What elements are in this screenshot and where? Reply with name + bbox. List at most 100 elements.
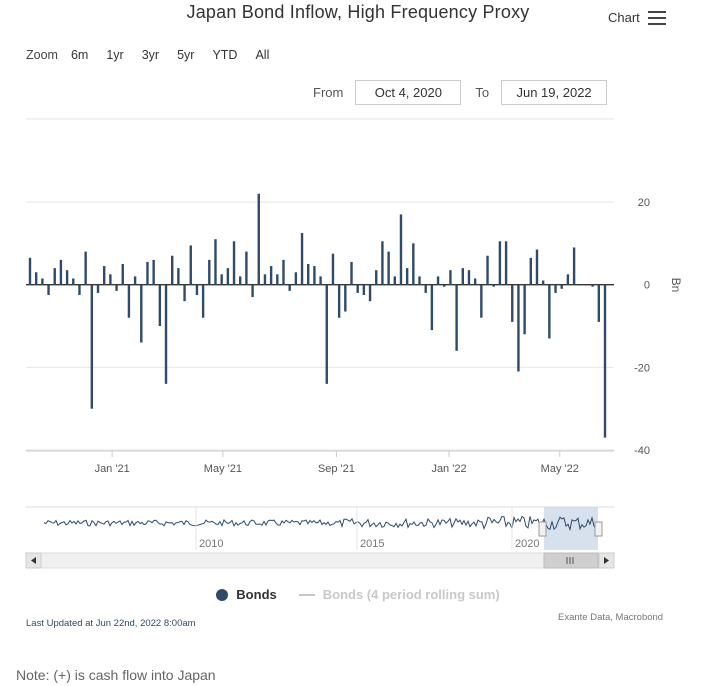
bar	[337, 284, 341, 318]
legend-dot-icon	[216, 588, 229, 601]
bar	[220, 274, 223, 285]
bar	[393, 276, 396, 285]
bar	[492, 284, 495, 287]
bar	[171, 255, 174, 285]
legend-item-rolling-sum[interactable]: Bonds (4 period rolling sum)	[298, 587, 500, 602]
bar	[362, 284, 366, 295]
bar	[554, 284, 557, 293]
bar	[307, 264, 310, 285]
to-date-input[interactable]	[501, 80, 608, 105]
navigator[interactable]: 2010 2015 2020	[0, 505, 716, 573]
bar	[257, 193, 260, 285]
bar	[449, 270, 452, 285]
bar	[541, 280, 545, 285]
bar	[356, 284, 359, 293]
bar	[53, 268, 56, 285]
bar	[430, 284, 434, 331]
bar	[375, 270, 378, 285]
bar	[189, 245, 192, 285]
zoom-ytd-button[interactable]: YTD	[212, 48, 238, 62]
source-credit: Exante Data, Macrobond	[558, 612, 664, 623]
legend-line-icon	[298, 593, 315, 596]
bar	[47, 284, 50, 295]
navigator-left-handle[interactable]	[538, 521, 547, 537]
y-tick-label: -20	[634, 362, 650, 374]
bar	[529, 257, 533, 285]
bar	[146, 261, 149, 285]
navigator-tick-label: 2010	[199, 538, 223, 550]
arrow-left-icon	[31, 557, 36, 564]
bar	[214, 239, 217, 285]
chart-menu-label: Chart	[608, 10, 640, 25]
bar	[511, 284, 514, 322]
y-tick-label: 20	[638, 197, 650, 209]
bar	[368, 284, 372, 302]
x-tick-label: Jan '22	[431, 463, 466, 475]
bar	[399, 214, 403, 285]
bar	[121, 264, 124, 285]
legend-item-bonds[interactable]: Bonds	[216, 587, 277, 602]
bar	[418, 276, 421, 285]
y-axis-title: Bn	[669, 278, 683, 293]
bar	[65, 270, 69, 285]
bar	[41, 278, 44, 285]
zoom-selector: Zoom 6m 1yr 3yr 5yr YTD All	[26, 46, 280, 64]
bar	[251, 284, 254, 298]
bar	[28, 257, 32, 285]
from-date-input[interactable]	[355, 80, 462, 105]
bar	[548, 284, 551, 339]
bar	[96, 284, 100, 293]
navigator-mask	[544, 507, 598, 550]
scrollbar-thumb[interactable]	[543, 552, 599, 569]
zoom-3yr-button[interactable]: 3yr	[141, 48, 160, 62]
bar	[232, 241, 236, 285]
bar	[579, 284, 582, 286]
zoom-all-button[interactable]: All	[255, 48, 270, 62]
last-updated: Last Updated at Jun 22nd, 2022 8:00am	[26, 618, 196, 629]
bar	[90, 284, 94, 409]
bar	[560, 284, 563, 289]
from-label: From	[313, 85, 344, 100]
navigator-right-handle[interactable]	[594, 521, 603, 537]
bar	[59, 259, 63, 285]
bar	[300, 233, 304, 285]
x-tick-label: May '21	[204, 463, 242, 475]
bar	[572, 247, 576, 285]
zoom-1yr-button[interactable]: 1yr	[106, 48, 124, 62]
bar	[467, 270, 471, 285]
bar	[424, 284, 427, 293]
bar	[133, 276, 137, 285]
bar	[436, 276, 440, 285]
chart-menu-button[interactable]: Chart	[608, 10, 666, 25]
scrollbar-track[interactable]	[25, 552, 615, 569]
bar	[313, 266, 316, 285]
bar	[325, 284, 328, 384]
bar	[72, 278, 75, 285]
y-tick-label: 0	[644, 280, 650, 292]
bar	[84, 251, 87, 285]
legend: Bonds Bonds (4 period rolling sum)	[0, 587, 716, 602]
bar	[78, 284, 81, 295]
bar	[177, 268, 180, 285]
bar	[282, 259, 285, 285]
main-chart: Jan '21 May '21 Sep '21 Jan '22 May '22 20 0 -…	[26, 118, 683, 475]
bar	[486, 255, 489, 285]
bar	[127, 284, 131, 318]
zoom-5yr-button[interactable]: 5yr	[177, 48, 195, 62]
zoom-6m-button[interactable]: 6m	[70, 48, 89, 62]
hamburger-icon	[647, 10, 666, 25]
navigator-series-line	[43, 515, 599, 532]
bar	[201, 284, 205, 318]
zoom-label: Zoom	[26, 48, 58, 62]
legend-label-rolling-sum: Bonds (4 period rolling sum)	[322, 587, 500, 602]
bar	[387, 251, 390, 285]
bar	[591, 284, 594, 287]
bar	[535, 249, 539, 285]
bar	[158, 284, 162, 326]
bar	[523, 284, 526, 335]
bar	[102, 266, 106, 285]
bar	[276, 274, 279, 285]
bar	[603, 284, 607, 438]
navigator-tick-label: 2020	[515, 538, 539, 550]
navigator-tick-label: 2015	[360, 538, 384, 550]
